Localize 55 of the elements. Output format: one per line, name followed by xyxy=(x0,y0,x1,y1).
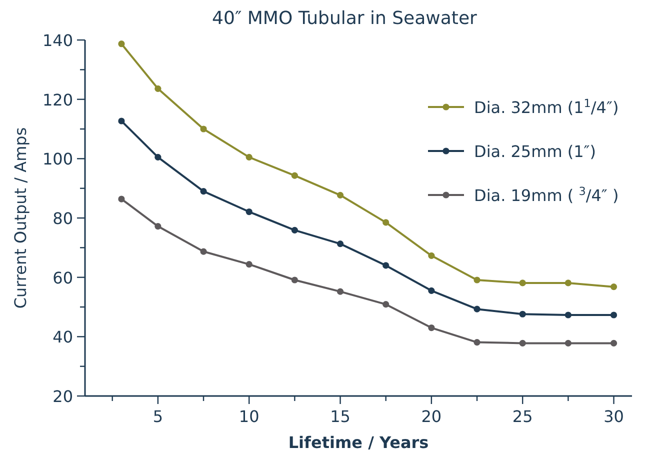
y-tick-label: 120 xyxy=(42,90,73,110)
x-axis-title: Lifetime / Years xyxy=(288,433,429,452)
x-tick-label: 15 xyxy=(330,407,350,426)
point xyxy=(336,240,344,248)
x-tick-label: 10 xyxy=(238,407,260,426)
point xyxy=(118,118,125,124)
legend-label: Dia. 19mm ( $^{3}$/4″ ) xyxy=(474,184,619,205)
point xyxy=(200,126,207,132)
point xyxy=(610,340,618,346)
point xyxy=(200,248,207,255)
point xyxy=(291,172,298,179)
point xyxy=(291,276,298,284)
point xyxy=(428,287,435,294)
point xyxy=(246,208,252,216)
point xyxy=(118,196,125,202)
point xyxy=(519,280,526,286)
chart-title: 40″ MMO Tubular in Seawater xyxy=(212,8,478,29)
point xyxy=(519,310,526,318)
point xyxy=(200,188,207,195)
y-tick-label: 100 xyxy=(42,150,73,169)
point xyxy=(382,262,390,269)
point xyxy=(336,192,344,198)
y-tick-label: 40 xyxy=(52,328,73,347)
point xyxy=(246,154,252,160)
y-tick-label: 60 xyxy=(52,268,73,288)
point xyxy=(474,276,480,284)
point xyxy=(519,340,526,346)
point xyxy=(154,85,162,92)
y-axis-title: Current Output / Amps xyxy=(11,127,30,309)
x-tick-label: 25 xyxy=(512,407,533,426)
point xyxy=(428,252,435,259)
point xyxy=(382,301,390,308)
point xyxy=(382,219,390,226)
y-tick-label: 80 xyxy=(52,209,73,228)
point xyxy=(291,226,298,234)
point xyxy=(474,339,480,346)
x-tick-label: 5 xyxy=(152,407,164,426)
point xyxy=(118,40,125,48)
point xyxy=(564,280,572,286)
x-tick-label: 20 xyxy=(421,407,442,426)
legend-label: Dia. 25mm (1″) xyxy=(474,142,596,161)
point xyxy=(246,260,252,268)
x-tick-label: 30 xyxy=(604,407,624,426)
legend-label: Dia. 32mm (1$^{1}$/4″) xyxy=(474,96,619,117)
point xyxy=(564,340,572,346)
point xyxy=(610,284,618,290)
point xyxy=(474,306,480,312)
point xyxy=(154,223,162,230)
point xyxy=(336,288,344,295)
y-tick-label: 140 xyxy=(42,31,73,50)
point xyxy=(564,312,572,318)
point xyxy=(428,324,435,332)
point xyxy=(610,312,618,318)
point xyxy=(154,154,162,160)
y-tick-label: 20 xyxy=(52,387,73,406)
